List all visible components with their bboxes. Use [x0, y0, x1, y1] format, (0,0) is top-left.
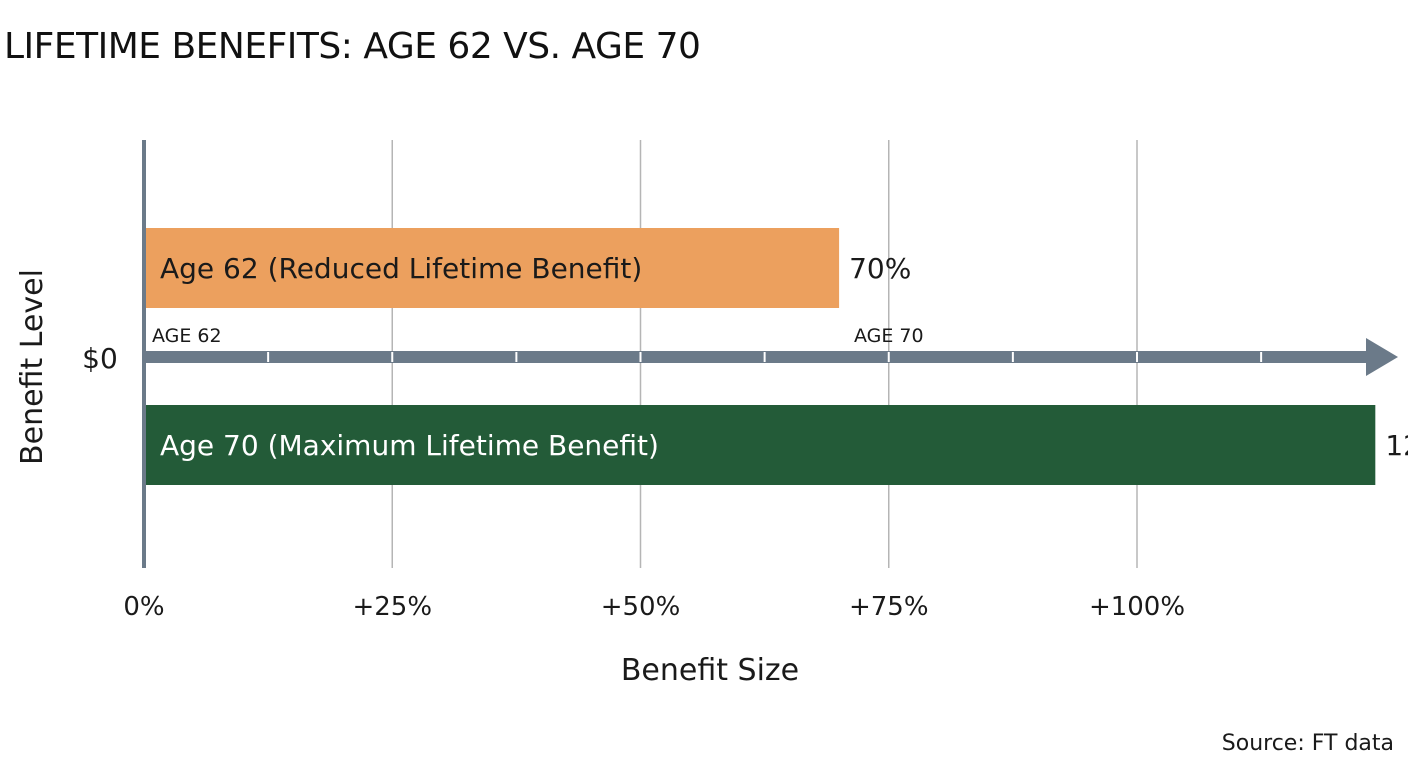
x-tick-label: +100%	[1089, 592, 1185, 622]
x-tick-label: +50%	[601, 592, 681, 622]
chart-title: LIFETIME BENEFITS: AGE 62 VS. AGE 70	[4, 26, 701, 67]
timeline-arrow-shaft	[144, 351, 1368, 363]
age-marker-label: AGE 62	[152, 325, 222, 347]
axis-layer	[142, 140, 1398, 568]
bar	[144, 405, 1376, 485]
x-axis-title: Benefit Size	[621, 653, 799, 688]
data-label: 70%	[849, 252, 911, 285]
data-label: 124%	[1385, 429, 1408, 462]
bar-label: Age 70 (Maximum Lifetime Benefit)	[160, 429, 659, 462]
x-tick-label: 0%	[123, 592, 164, 622]
text-layer: Age 62 (Reduced Lifetime Benefit) 70% Age …	[15, 252, 1408, 756]
bar-label: Age 62 (Reduced Lifetime Benefit)	[160, 252, 642, 285]
age-marker-label: AGE 70	[854, 325, 924, 347]
source-note: Source: FT data	[1222, 731, 1394, 756]
y-axis-title: Benefit Level	[15, 269, 50, 465]
bar-layer	[144, 228, 1376, 485]
bar	[144, 228, 840, 308]
baseline-label: $0	[82, 342, 118, 375]
timeline-arrow-head	[1366, 338, 1398, 376]
x-tick-label: +25%	[352, 592, 432, 622]
x-tick-label: +75%	[849, 592, 929, 622]
